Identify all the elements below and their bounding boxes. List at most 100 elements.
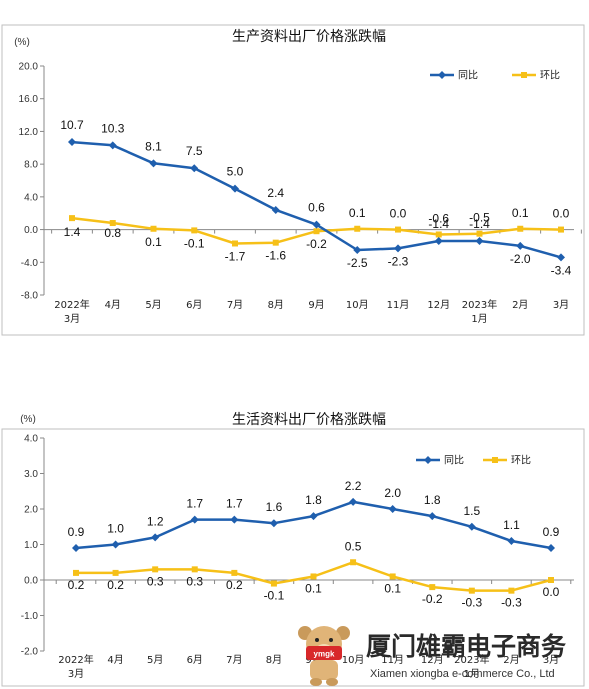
data-point-环比: [270, 580, 277, 587]
data-label-同比: -1.4: [469, 217, 490, 231]
chart-title: 生活资料出厂价格涨跌幅: [232, 412, 386, 428]
data-point-同比: [231, 184, 239, 193]
data-label-环比: -0.6: [428, 211, 449, 225]
data-point-同比: [547, 544, 555, 553]
mascot-badge-text: ymgk: [314, 650, 335, 659]
data-point-同比: [230, 515, 239, 524]
data-label-同比: -2.0: [510, 252, 531, 266]
x-tick-label: 10月: [342, 654, 365, 666]
data-point-环比: [73, 569, 79, 576]
data-label-环比: -0.5: [469, 211, 490, 225]
data-point-环比: [389, 573, 396, 580]
y-tick-label: 20.0: [19, 62, 39, 73]
x-tick-label-line2: 1月: [464, 668, 480, 680]
x-tick-label: 2023年: [462, 298, 497, 311]
x-tick-label: 4月: [107, 654, 123, 666]
data-label-环比: -0.2: [306, 237, 327, 251]
data-label-环比: 0.8: [104, 226, 121, 240]
legend-marker-square-icon: [521, 72, 527, 78]
data-point-同比: [388, 505, 397, 513]
data-point-环比: [272, 239, 279, 246]
data-label-环比: 0.3: [186, 574, 203, 588]
data-point-环比: [558, 226, 564, 233]
chart-consumer-goods: 生活资料出厂价格涨跌幅 (%) 4.0 3.0 2.0 1.0 0.0 -1.0 -2.0 202…: [1, 412, 585, 687]
y-tick-label: 8.0: [24, 160, 38, 171]
data-point-环比: [191, 566, 198, 573]
data-point-同比: [271, 205, 280, 214]
data-label-环比: 0.0: [553, 207, 570, 221]
data-point-环比: [468, 587, 475, 594]
data-label-同比: 0.9: [543, 525, 560, 539]
data-label-同比: 2.2: [345, 479, 362, 493]
data-point-环比: [313, 228, 320, 235]
data-point-环比: [310, 573, 317, 580]
y-tick-label: -4.0: [21, 258, 39, 269]
x-tick-label: 12月: [427, 299, 450, 311]
y-tick-label: 4.0: [24, 192, 38, 203]
data-label-同比: 8.1: [145, 139, 162, 153]
data-label-同比: 10.3: [101, 121, 125, 135]
y-tick-label: 16.0: [19, 94, 39, 105]
data-point-同比: [68, 138, 76, 147]
x-tick-label: 2月: [512, 299, 528, 311]
y-tick-label: 0.0: [24, 225, 38, 236]
data-point-环比: [191, 227, 198, 234]
data-label-环比: 0.3: [147, 574, 164, 588]
data-point-环比: [548, 577, 554, 583]
data-label-环比: 0.2: [107, 578, 124, 592]
x-tick-label: 12月: [421, 654, 444, 666]
data-point-同比: [353, 246, 362, 255]
data-label-同比: 1.7: [226, 497, 243, 511]
legend-label: 环比: [540, 70, 560, 82]
data-label-环比: 1.4: [64, 225, 81, 239]
data-label-环比: 0.1: [384, 581, 401, 595]
data-label-同比: 0.9: [68, 525, 85, 539]
data-label-同比: 1.2: [147, 514, 164, 528]
y-tick-label: -2.0: [21, 647, 39, 658]
data-label-同比: 1.5: [463, 504, 480, 518]
data-label-环比: 0.2: [226, 578, 243, 592]
data-point-环比: [435, 231, 442, 238]
x-tick-label: 5月: [147, 654, 163, 666]
x-tick-label: 3月: [553, 299, 569, 311]
legend-label: 环比: [511, 455, 531, 467]
data-label-环比: -0.2: [422, 592, 443, 606]
data-label-同比: 7.5: [186, 144, 203, 158]
data-point-环比: [232, 240, 238, 247]
legend-marker-diamond-icon: [438, 71, 446, 79]
y-tick-label: 3.0: [24, 469, 38, 480]
data-point-同比: [269, 519, 278, 528]
data-point-环比: [354, 225, 361, 232]
data-label-环比: -1.7: [225, 249, 246, 263]
data-label-同比: 10.7: [60, 118, 84, 132]
chart-frame: [1, 24, 585, 336]
data-point-同比: [190, 164, 199, 173]
watermark: ymgk 厦门雄霸电子商务 Xiamen xiongba e-commerce …: [298, 626, 566, 686]
data-point-同比: [149, 159, 158, 168]
x-tick-label: 6月: [187, 654, 203, 666]
data-label-同比: 1.1: [503, 518, 520, 532]
data-label-同比: -1.4: [428, 217, 449, 231]
data-point-环比: [150, 225, 157, 232]
data-label-环比: 0.2: [68, 578, 85, 592]
x-tick-label: 7月: [227, 299, 243, 311]
x-tick-label: 2月: [503, 654, 519, 666]
data-point-同比: [557, 253, 565, 262]
y-tick-label: 2.0: [24, 505, 38, 516]
x-tick-label: 3月: [543, 654, 559, 666]
data-label-同比: 1.8: [424, 493, 441, 507]
chart-producer-goods: 生产资料出厂价格涨跌幅 (%) 20.0 16.0 12.0 8.0 4.0 0.0 -4.0 -…: [1, 24, 585, 336]
y-tick-label: 4.0: [24, 434, 38, 445]
chart-frame: [1, 428, 585, 687]
x-tick-label: 2022年: [54, 298, 89, 311]
y-tick-label: 0.0: [24, 576, 38, 587]
data-point-同比: [394, 244, 402, 253]
data-label-同比: -3.4: [551, 263, 572, 277]
data-point-环比: [508, 587, 515, 594]
data-point-环比: [350, 559, 357, 566]
bear-mascot-icon: ymgk: [298, 626, 350, 686]
data-label-同比: 1.6: [266, 500, 283, 514]
x-tick-label: 2023年: [454, 653, 489, 666]
data-label-环比: -0.3: [501, 596, 522, 610]
